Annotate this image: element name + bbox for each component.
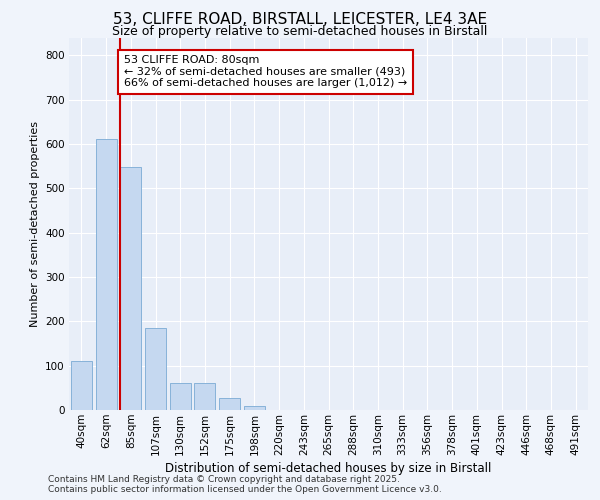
Bar [120,167,141,410]
Bar [95,140,116,410]
Text: Contains public sector information licensed under the Open Government Licence v3: Contains public sector information licen… [48,485,442,494]
Bar [194,384,215,410]
Bar [145,328,166,410]
Text: 53 CLIFFE ROAD: 80sqm
← 32% of semi-detached houses are smaller (493)
66% of sem: 53 CLIFFE ROAD: 80sqm ← 32% of semi-deta… [124,55,407,88]
Bar [244,406,265,410]
Text: Contains HM Land Registry data © Crown copyright and database right 2025.: Contains HM Land Registry data © Crown c… [48,475,400,484]
Y-axis label: Number of semi-detached properties: Number of semi-detached properties [29,120,40,327]
Bar [170,384,191,410]
X-axis label: Distribution of semi-detached houses by size in Birstall: Distribution of semi-detached houses by … [166,462,491,475]
Text: 53, CLIFFE ROAD, BIRSTALL, LEICESTER, LE4 3AE: 53, CLIFFE ROAD, BIRSTALL, LEICESTER, LE… [113,12,487,28]
Bar [71,361,92,410]
Text: Size of property relative to semi-detached houses in Birstall: Size of property relative to semi-detach… [112,25,488,38]
Bar [219,398,240,410]
